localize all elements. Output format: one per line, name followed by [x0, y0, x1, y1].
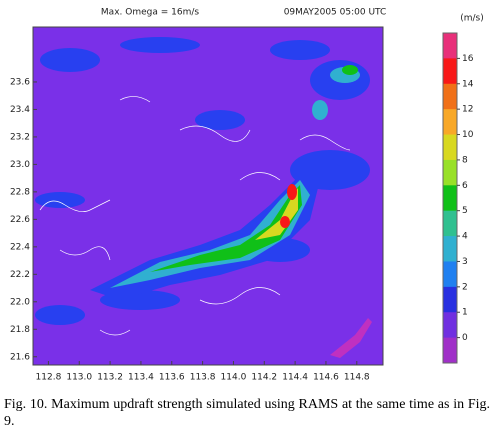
color-segment — [443, 286, 457, 313]
colorbar-label: 2 — [462, 282, 468, 292]
colorbar-label: 6 — [462, 181, 468, 191]
plot-frame — [32, 26, 384, 366]
color-segment — [443, 210, 457, 237]
peak-updraft — [280, 184, 297, 228]
color-segment — [443, 33, 457, 59]
color-segment — [443, 58, 457, 85]
color-segment — [443, 261, 457, 288]
x-tick-label: 114.6 — [313, 373, 339, 383]
y-tick-label: 23.0 — [10, 160, 30, 170]
x-tick-label: 112.8 — [36, 373, 62, 383]
x-tick-label: 113.0 — [66, 373, 92, 383]
y-tick-label: 23.2 — [10, 132, 30, 142]
intense-updraft — [255, 188, 298, 240]
caption: Fig. 10. Maximum updraft strength simula… — [4, 397, 490, 429]
color-segment — [443, 236, 457, 262]
figure: Max. Omega = 16m/s 09MAY2005 05:00 UTC (… — [10, 8, 484, 383]
color-segment — [443, 159, 457, 186]
color-segment — [443, 312, 457, 339]
color-segment — [443, 83, 457, 110]
y-tick-label: 22.0 — [10, 297, 30, 307]
color-segment — [443, 134, 457, 161]
colorbar-frame — [442, 32, 458, 364]
colorbar-label: 14 — [462, 79, 474, 89]
x-tick-label: 113.2 — [97, 373, 123, 383]
x-tick-label: 114.2 — [251, 373, 277, 383]
y-tick-label: 22.2 — [10, 270, 30, 280]
color-segment — [443, 337, 457, 364]
x-tick-label: 113.4 — [128, 373, 154, 383]
y-tick-label: 23.6 — [10, 77, 30, 87]
y-tick-label: 21.8 — [10, 325, 30, 335]
x-tick-label: 114.8 — [344, 373, 370, 383]
unit-label: (m/s) — [460, 14, 484, 24]
colorbar-label: 5 — [462, 206, 468, 216]
downdraft — [330, 318, 372, 358]
colorbar-label: 4 — [462, 232, 468, 242]
y-tick-label: 22.6 — [10, 215, 30, 225]
y-tick-label: 22.4 — [10, 242, 30, 252]
color-segment — [443, 185, 457, 212]
x-tick-label: 113.8 — [190, 373, 216, 383]
colorbar-label: 0 — [462, 333, 468, 343]
colorbar-label: 8 — [462, 155, 468, 165]
colorbar-label: 12 — [462, 105, 473, 115]
colorbar-label: 1 — [462, 308, 468, 318]
x-tick-label: 113.6 — [159, 373, 185, 383]
figure-title: Max. Omega = 16m/s — [101, 8, 199, 18]
colorbar-label: 16 — [462, 54, 474, 64]
color-segment — [443, 109, 457, 136]
figure-time: 09MAY2005 05:00 UTC — [284, 8, 387, 18]
y-tick-label: 22.8 — [10, 187, 30, 197]
field — [33, 27, 383, 365]
colorbar-label: 3 — [462, 257, 468, 267]
x-tick-label: 114.0 — [221, 373, 247, 383]
x-tick-label: 114.4 — [282, 373, 308, 383]
y-tick-label: 21.6 — [10, 352, 30, 362]
colorbar-label: 10 — [462, 130, 474, 140]
contours — [39, 96, 351, 336]
y-tick-label: 23.4 — [10, 105, 30, 115]
